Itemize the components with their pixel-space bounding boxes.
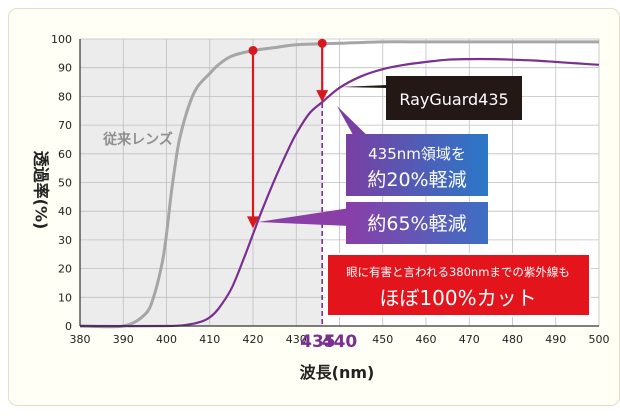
box-65-text: 約65%軽減 (367, 213, 466, 235)
y-tick-label: 80 (58, 90, 72, 103)
box-435nm-line2: 約20%軽減 (367, 169, 466, 191)
x-tick-label-highlight: 435 (300, 332, 336, 352)
y-tick-label: 70 (58, 119, 72, 132)
x-tick-label-highlight: 440 (322, 332, 358, 352)
series-line-rayguard (79, 57, 600, 328)
box-65 (346, 202, 488, 244)
rayguard-label-box (386, 76, 522, 120)
y-tick-label: 90 (58, 62, 72, 75)
box-uv-cut (326, 253, 591, 317)
y-tick-label: 0 (65, 320, 72, 333)
reduction-arrows (247, 38, 329, 229)
box-uv-cut-line1: 眼に有害と言われる380nmまでの紫外線も (346, 265, 570, 279)
y-tick-label: 40 (58, 205, 72, 218)
x-tick-label: 380 (70, 333, 91, 346)
series-lines (79, 39, 600, 329)
x-tick-label: 460 (416, 333, 437, 346)
y-axis-ticks: 0 10 20 30 40 50 60 70 80 90 100 (51, 33, 72, 333)
y-tick-label: 60 (58, 148, 72, 161)
y-tick-label: 50 (58, 177, 72, 190)
x-tick-label: 400 (156, 333, 177, 346)
y-tick-label: 20 (58, 263, 72, 276)
arrow-head (316, 90, 329, 103)
y-tick-label: 30 (58, 234, 72, 247)
box-uv-cut-line2: ほぼ100%カット (379, 286, 536, 310)
x-tick-label: 470 (459, 333, 480, 346)
x-axis-ticks: 380 390 400 410 420 430 450 460 470 480 490 500 4354… (70, 332, 610, 352)
x-axis-label: 波長(nm) (300, 363, 375, 382)
box-435nm-line1: 435nm領域を (368, 145, 466, 163)
box-435nm (346, 134, 488, 196)
x-tick-label: 420 (243, 333, 264, 346)
series-line-conventional (79, 40, 599, 329)
x-tick-label: 500 (589, 333, 610, 346)
rayguard-label-text: RayGuard435 (399, 90, 508, 109)
conventional-lens-label: 従来レンズ (102, 131, 173, 148)
y-tick-label: 100 (51, 33, 72, 46)
x-tick-label: 390 (113, 333, 134, 346)
y-tick-label: 10 (58, 291, 72, 304)
y-axis-label: 透過率(%) (32, 151, 51, 230)
x-tick-label: 410 (199, 333, 220, 346)
x-tick-label: 490 (545, 333, 566, 346)
rayguard-label-pointer (340, 76, 390, 97)
arrow-head (247, 216, 259, 229)
box-65-pointer (258, 208, 350, 226)
x-tick-label: 450 (372, 333, 393, 346)
x-tick-label: 430 (286, 333, 307, 346)
x-tick-label: 480 (502, 333, 523, 346)
